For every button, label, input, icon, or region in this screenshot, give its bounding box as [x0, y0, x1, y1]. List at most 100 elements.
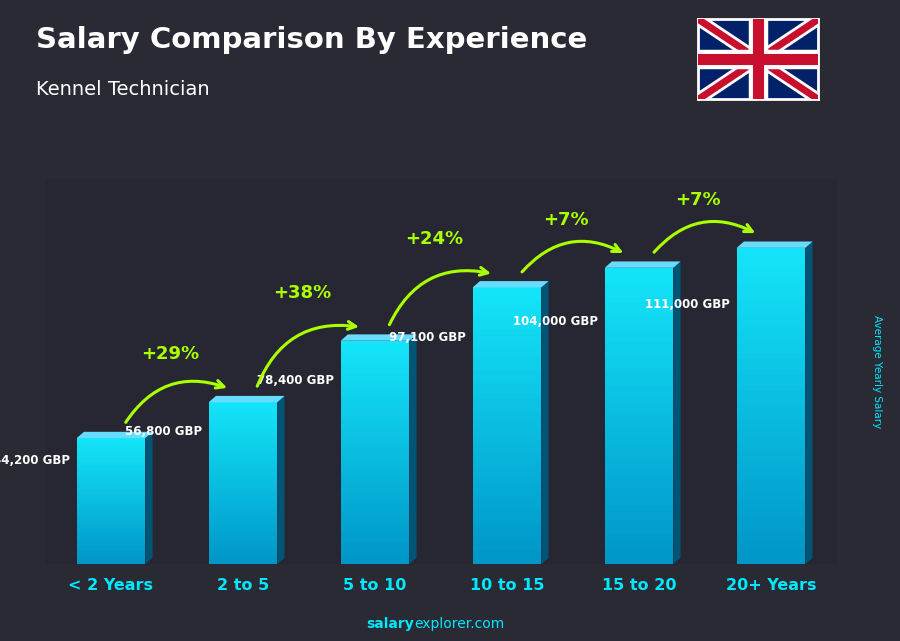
Bar	[737, 401, 806, 406]
Bar	[341, 486, 410, 490]
Bar	[209, 562, 277, 564]
Bar	[209, 467, 277, 470]
Bar	[209, 453, 277, 456]
Bar	[737, 538, 806, 543]
Bar	[472, 398, 541, 403]
Bar	[472, 490, 541, 495]
Bar	[737, 517, 806, 522]
Bar	[472, 338, 541, 343]
Bar	[737, 543, 806, 548]
Bar	[209, 403, 277, 405]
Bar	[341, 560, 410, 564]
Bar	[472, 417, 541, 421]
Bar	[209, 497, 277, 499]
Bar	[737, 274, 806, 279]
Bar	[209, 426, 277, 429]
Bar	[605, 529, 673, 535]
Bar	[76, 457, 145, 459]
Bar	[605, 495, 673, 500]
Bar	[605, 535, 673, 539]
Polygon shape	[341, 335, 417, 341]
Bar	[605, 352, 673, 356]
Bar	[605, 312, 673, 317]
Bar	[341, 419, 410, 422]
Bar	[209, 419, 277, 421]
Bar	[605, 480, 673, 485]
Bar	[76, 556, 145, 558]
Bar	[209, 437, 277, 440]
Bar	[209, 448, 277, 451]
Bar	[737, 348, 806, 353]
Bar	[472, 394, 541, 398]
Bar	[209, 456, 277, 459]
Bar	[605, 456, 673, 460]
Bar	[76, 528, 145, 531]
Bar	[737, 279, 806, 285]
Bar	[737, 263, 806, 269]
Bar	[76, 459, 145, 462]
Bar	[605, 451, 673, 456]
Bar	[472, 486, 541, 490]
Bar	[341, 370, 410, 374]
Bar	[341, 412, 410, 415]
Bar	[605, 485, 673, 490]
Bar	[76, 520, 145, 522]
Bar	[76, 463, 145, 465]
Bar	[76, 558, 145, 560]
Bar	[76, 513, 145, 516]
Bar	[737, 353, 806, 358]
Bar	[472, 458, 541, 463]
Polygon shape	[76, 432, 153, 438]
Bar	[76, 470, 145, 472]
Polygon shape	[277, 396, 284, 564]
Bar	[341, 445, 410, 449]
Bar	[76, 503, 145, 505]
Bar	[605, 381, 673, 387]
Bar	[209, 551, 277, 553]
Bar	[76, 497, 145, 499]
Bar	[605, 337, 673, 342]
Bar	[209, 464, 277, 467]
Bar	[341, 404, 410, 408]
Bar	[341, 538, 410, 542]
Bar	[472, 375, 541, 379]
Bar	[209, 462, 277, 464]
Bar	[76, 467, 145, 470]
Bar	[76, 485, 145, 487]
Bar	[341, 497, 410, 501]
Text: Salary Comparison By Experience: Salary Comparison By Experience	[36, 26, 587, 54]
Bar	[605, 288, 673, 292]
Bar	[76, 510, 145, 512]
Bar	[209, 537, 277, 540]
Bar	[341, 460, 410, 463]
Bar	[472, 532, 541, 537]
Bar	[472, 444, 541, 449]
Bar	[472, 366, 541, 370]
Bar	[737, 559, 806, 564]
Bar	[737, 432, 806, 438]
Bar	[341, 393, 410, 397]
Bar	[605, 303, 673, 307]
Bar	[472, 560, 541, 564]
Bar	[605, 391, 673, 396]
Bar	[76, 537, 145, 539]
Bar	[472, 292, 541, 297]
Bar	[605, 500, 673, 505]
Text: salary: salary	[366, 617, 414, 631]
Bar	[341, 385, 410, 389]
Bar	[341, 438, 410, 441]
Bar	[341, 478, 410, 482]
Bar	[76, 493, 145, 495]
Bar	[472, 463, 541, 467]
Bar	[737, 533, 806, 538]
Bar	[209, 540, 277, 542]
Polygon shape	[209, 396, 284, 403]
Bar	[341, 553, 410, 556]
Bar	[737, 522, 806, 527]
Bar	[341, 367, 410, 370]
Bar	[76, 465, 145, 467]
Bar	[209, 542, 277, 545]
Bar	[605, 436, 673, 440]
Bar	[472, 509, 541, 513]
Bar	[76, 495, 145, 497]
